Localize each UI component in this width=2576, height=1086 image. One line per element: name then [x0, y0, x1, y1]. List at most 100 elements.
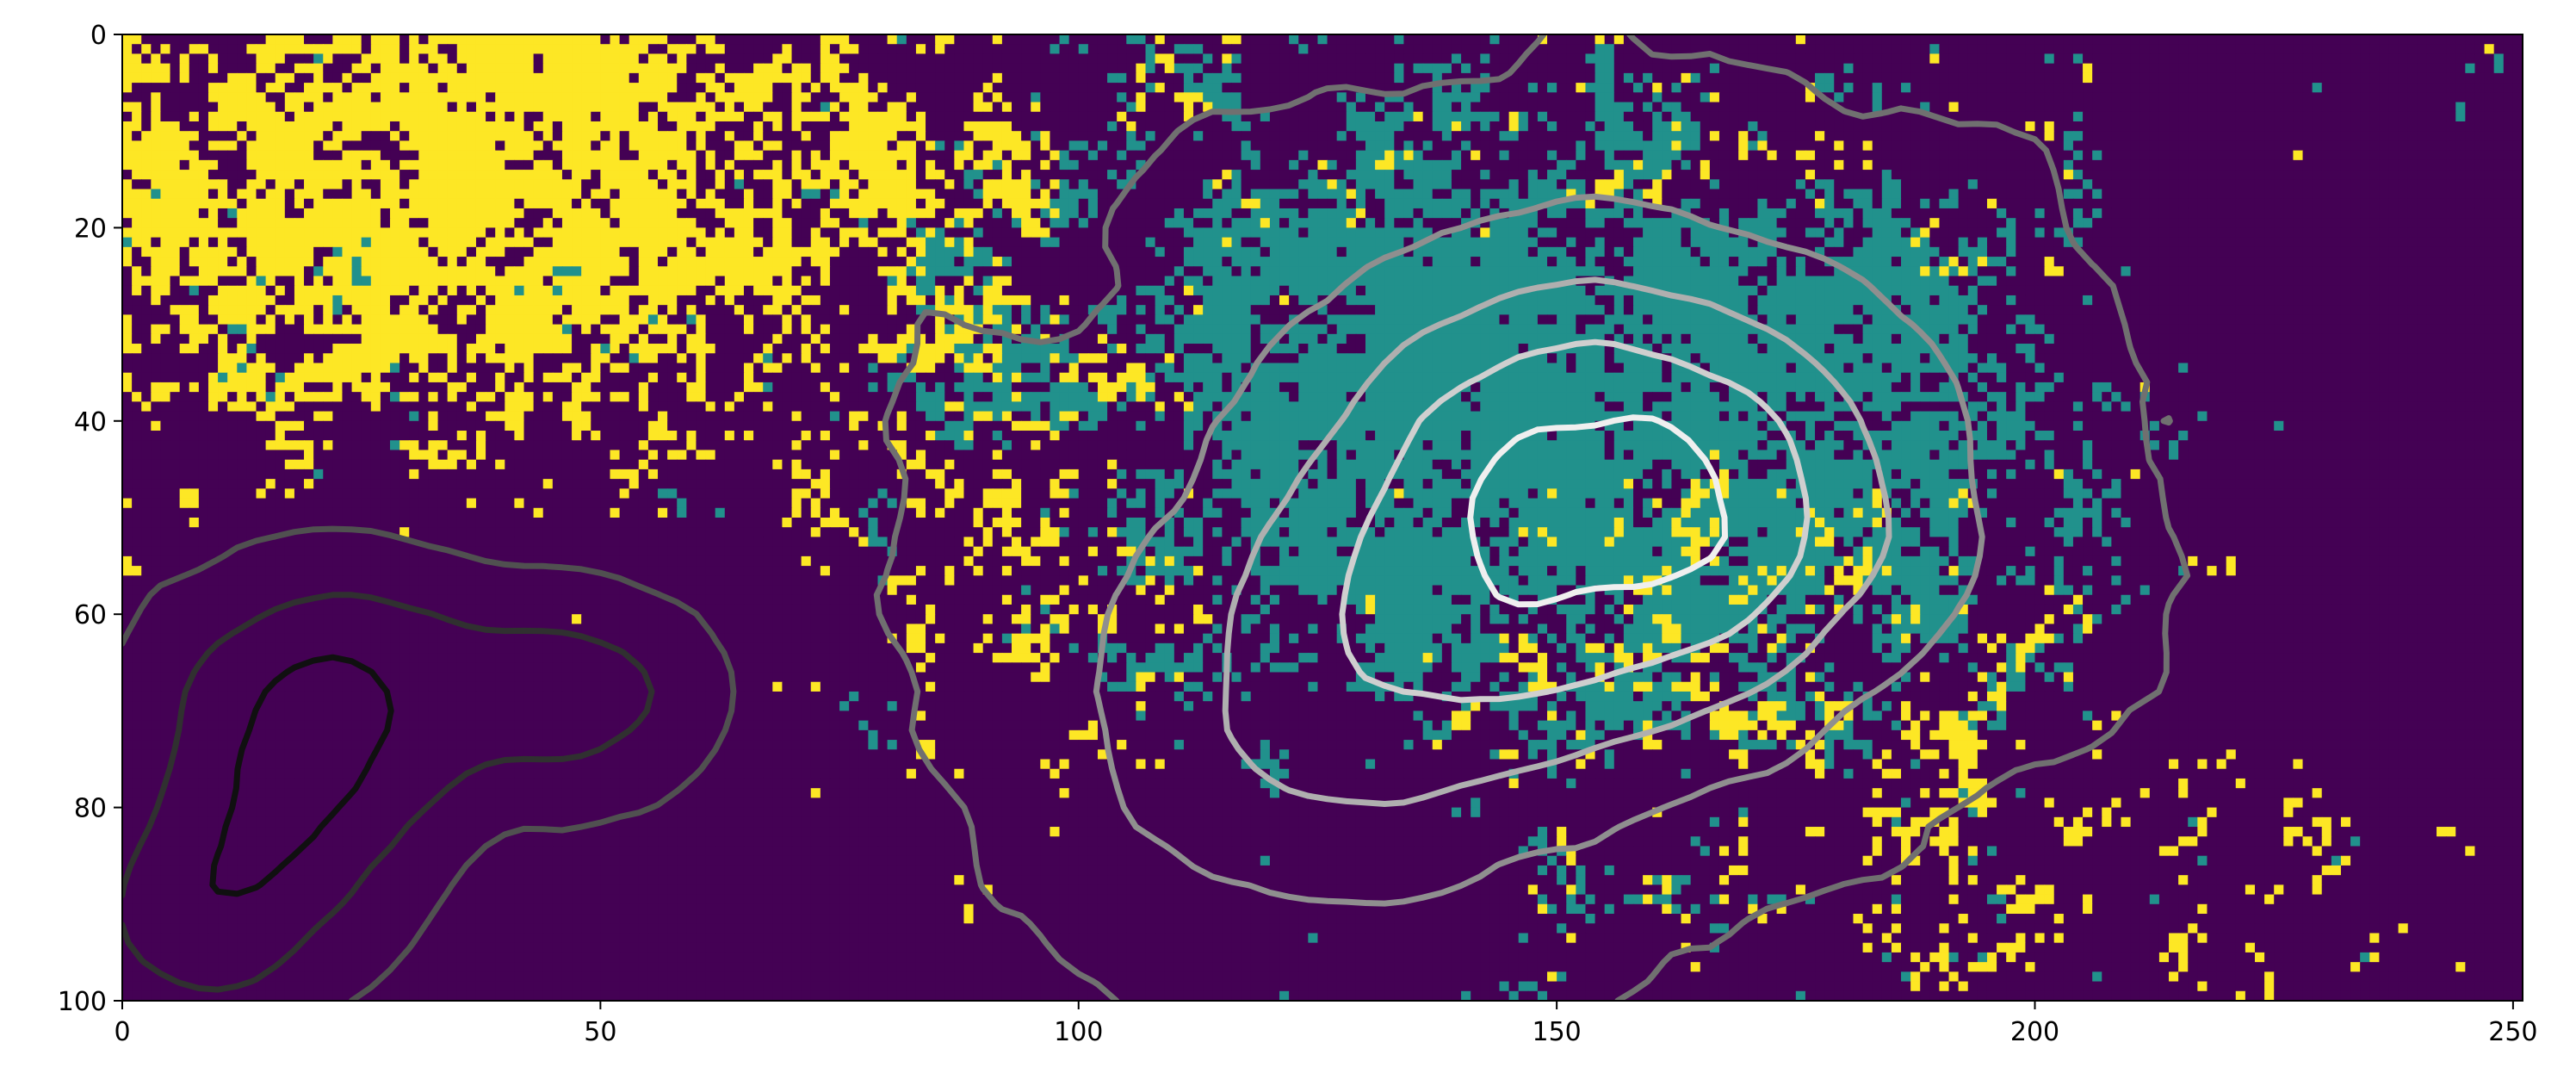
- heatmap-cell: [1289, 92, 1299, 103]
- heatmap-cell: [877, 121, 889, 132]
- heatmap-cell: [1853, 83, 1864, 93]
- heatmap-cell: [2465, 111, 2476, 122]
- heatmap-cell: [2178, 170, 2189, 180]
- heatmap-cell: [505, 189, 516, 200]
- heatmap-cell: [2350, 63, 2361, 74]
- heatmap-cell: [1231, 150, 1242, 161]
- heatmap-cell: [1652, 150, 1663, 161]
- heatmap-cell: [2178, 34, 2189, 45]
- heatmap-cell: [1508, 131, 1520, 142]
- heatmap-cell: [332, 131, 344, 142]
- heatmap-cell: [323, 179, 333, 190]
- heatmap-cell: [1260, 218, 1271, 228]
- heatmap-cell: [1021, 34, 1031, 45]
- heatmap-cell: [1183, 159, 1194, 171]
- heatmap-cell: [1977, 72, 1988, 84]
- heatmap-cell: [1518, 63, 1529, 74]
- heatmap-cell: [1461, 72, 1471, 84]
- heatmap-cell: [2139, 218, 2151, 228]
- heatmap-cell: [2398, 63, 2409, 74]
- heatmap-cell: [246, 140, 257, 152]
- heatmap-cell: [370, 102, 381, 113]
- heatmap-cell: [667, 121, 678, 132]
- heatmap-cell: [1757, 72, 1768, 84]
- heatmap-cell: [1613, 72, 1625, 84]
- heatmap-cell: [1231, 170, 1242, 180]
- heatmap-cell: [2493, 198, 2505, 209]
- heatmap-cell: [1518, 198, 1529, 209]
- heatmap-cell: [1384, 150, 1395, 161]
- heatmap-cell: [409, 159, 419, 171]
- heatmap-cell: [2446, 111, 2456, 122]
- heatmap-cell: [1308, 63, 1319, 74]
- heatmap-cell: [304, 83, 314, 93]
- heatmap-cell: [1681, 179, 1692, 190]
- heatmap-cell: [2207, 121, 2218, 132]
- heatmap-cell: [1451, 218, 1462, 228]
- heatmap-cell: [1489, 121, 1501, 132]
- heatmap-cell: [1948, 102, 1960, 113]
- heatmap-cell: [1001, 150, 1012, 161]
- heatmap-cell: [141, 170, 152, 180]
- heatmap-cell: [2169, 189, 2179, 200]
- heatmap-cell: [1757, 170, 1768, 180]
- heatmap-cell: [2226, 121, 2237, 132]
- heatmap-cell: [1001, 170, 1012, 180]
- heatmap-cell: [2340, 121, 2351, 132]
- heatmap-cell: [1795, 102, 1806, 113]
- heatmap-cell: [647, 63, 659, 74]
- heatmap-cell: [2340, 198, 2351, 209]
- heatmap-cell: [2254, 189, 2265, 200]
- heatmap-cell: [170, 53, 181, 65]
- heatmap-cell: [2437, 140, 2447, 152]
- heatmap-cell: [2426, 208, 2437, 219]
- heatmap-cell: [313, 63, 324, 74]
- heatmap-cell: [1346, 34, 1357, 45]
- heatmap-cell: [1967, 53, 1978, 65]
- heatmap-cell: [2512, 140, 2523, 152]
- heatmap-cell: [963, 102, 975, 113]
- heatmap-cell: [552, 92, 563, 103]
- heatmap-cell: [2331, 53, 2342, 65]
- heatmap-cell: [151, 198, 162, 209]
- heatmap-cell: [246, 34, 257, 45]
- heatmap-cell: [2302, 208, 2313, 219]
- heatmap-cell: [2274, 111, 2284, 122]
- heatmap-cell: [1117, 198, 1127, 209]
- heatmap-cell: [447, 159, 458, 171]
- heatmap-cell: [1078, 170, 1089, 180]
- heatmap-cell: [1862, 218, 1873, 228]
- heatmap-cell: [323, 189, 333, 200]
- heatmap-cell: [505, 159, 516, 171]
- heatmap-cell: [1059, 92, 1070, 103]
- heatmap-cell: [122, 218, 133, 228]
- heatmap-cell: [505, 102, 516, 113]
- heatmap-cell: [1547, 150, 1557, 161]
- heatmap-cell: [2407, 208, 2418, 219]
- heatmap-cell: [887, 92, 898, 103]
- heatmap-cell: [1432, 189, 1443, 200]
- heatmap-cell: [1709, 34, 1720, 45]
- heatmap-cell: [915, 150, 926, 161]
- heatmap-cell: [638, 189, 649, 200]
- heatmap-cell: [1862, 34, 1873, 45]
- heatmap-cell: [1862, 159, 1873, 171]
- heatmap-cell: [1289, 34, 1299, 45]
- heatmap-cell: [1652, 189, 1663, 200]
- heatmap-cell: [705, 83, 716, 93]
- heatmap-cell: [926, 218, 936, 228]
- heatmap-cell: [992, 83, 1003, 93]
- heatmap-cell: [2274, 63, 2284, 74]
- heatmap-cell: [715, 111, 726, 122]
- heatmap-cell: [1920, 72, 1930, 84]
- heatmap-cell: [810, 159, 821, 171]
- heatmap-cell: [2379, 198, 2390, 209]
- heatmap-cell: [724, 83, 735, 93]
- heatmap-cell: [1317, 102, 1328, 113]
- heatmap-cell: [1173, 179, 1185, 190]
- heatmap-cell: [1403, 140, 1415, 152]
- heatmap-cell: [1757, 44, 1768, 55]
- heatmap-cell: [791, 218, 802, 228]
- heatmap-cell: [1107, 170, 1118, 180]
- heatmap-cell: [179, 92, 190, 103]
